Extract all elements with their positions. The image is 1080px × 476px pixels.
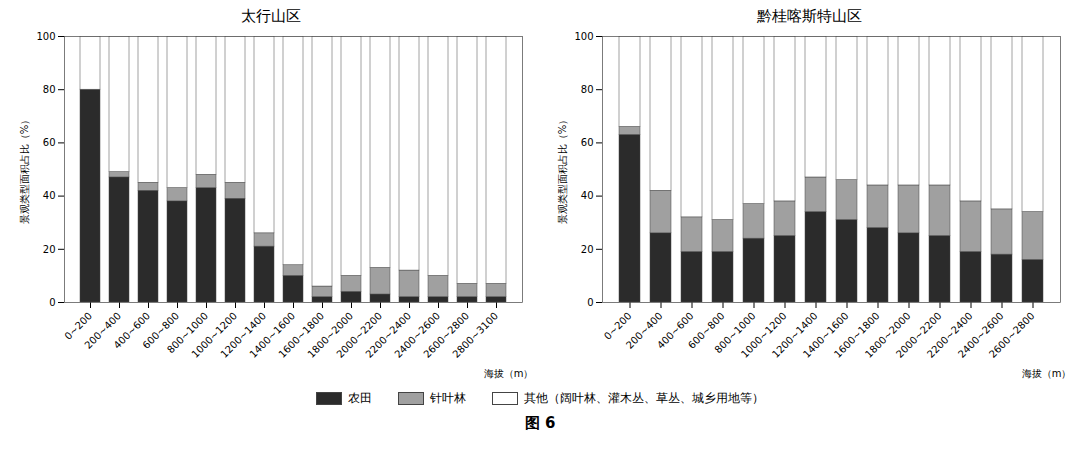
svg-text:1400~1600: 1400~1600 xyxy=(801,310,851,360)
svg-text:2400~2600: 2400~2600 xyxy=(392,310,443,360)
svg-text:0: 0 xyxy=(49,297,55,308)
svg-text:2600~2800: 2600~2800 xyxy=(987,310,1037,360)
svg-text:800~1000: 800~1000 xyxy=(165,310,211,356)
svg-text:0~200: 0~200 xyxy=(602,310,634,342)
svg-text:100: 100 xyxy=(574,31,593,42)
svg-text:2400~2600: 2400~2600 xyxy=(956,310,1006,360)
svg-text:2200~2400: 2200~2400 xyxy=(925,310,975,360)
svg-text:2000~2200: 2000~2200 xyxy=(334,310,385,360)
svg-text:2600~2800: 2600~2800 xyxy=(421,310,472,360)
svg-text:0: 0 xyxy=(587,297,593,308)
svg-text:60: 60 xyxy=(581,137,594,148)
svg-text:400~600: 400~600 xyxy=(111,310,153,351)
svg-text:60: 60 xyxy=(43,137,56,148)
html-text:图 6: 图 6 xyxy=(524,414,556,432)
svg-text:2000~2200: 2000~2200 xyxy=(894,310,944,360)
svg-text:100: 100 xyxy=(36,31,55,42)
svg-text:景观类型面积占比（%）: 景观类型面积占比（%） xyxy=(557,115,568,225)
svg-text:20: 20 xyxy=(581,244,594,255)
svg-text:景观类型面积占比（%）: 景观类型面积占比（%） xyxy=(19,115,30,225)
svg-text:0~200: 0~200 xyxy=(62,310,95,342)
svg-text:80: 80 xyxy=(43,84,56,95)
svg-text:200~400: 200~400 xyxy=(82,310,124,351)
svg-text:200~400: 200~400 xyxy=(624,310,665,351)
svg-text:400~600: 400~600 xyxy=(655,310,696,351)
svg-text:1200~1400: 1200~1400 xyxy=(218,310,269,360)
svg-text:800~1000: 800~1000 xyxy=(712,310,758,356)
svg-text:1800~2000: 1800~2000 xyxy=(305,310,356,360)
svg-text:40: 40 xyxy=(581,190,594,201)
svg-text:2800~3100: 2800~3100 xyxy=(450,310,500,360)
svg-text:1600~1800: 1600~1800 xyxy=(276,310,327,360)
svg-text:40: 40 xyxy=(43,190,56,201)
html-text:其他（阔叶林、灌木丛、草丛、城乡用地等）: 其他（阔叶林、灌木丛、草丛、城乡用地等） xyxy=(524,390,764,405)
svg-text:80: 80 xyxy=(581,84,594,95)
svg-text:1800~2000: 1800~2000 xyxy=(863,310,913,360)
svg-text:海拔（m）: 海拔（m） xyxy=(1022,368,1072,379)
svg-text:1200~1400: 1200~1400 xyxy=(770,310,820,360)
svg-text:20: 20 xyxy=(43,244,56,255)
html-text:太行山区: 太行山区 xyxy=(241,7,301,25)
svg-text:1000~1200: 1000~1200 xyxy=(189,310,240,360)
html-text:农田: 农田 xyxy=(348,390,372,405)
svg-text:2200~2400: 2200~2400 xyxy=(363,310,414,360)
svg-text:海拔（m）: 海拔（m） xyxy=(484,368,534,379)
svg-text:600~800: 600~800 xyxy=(140,310,182,351)
html-text:针叶林: 针叶林 xyxy=(430,390,466,405)
svg-text:1400~1600: 1400~1600 xyxy=(247,310,298,360)
svg-text:1600~1800: 1600~1800 xyxy=(832,310,882,360)
html-text:黔桂喀斯特山区: 黔桂喀斯特山区 xyxy=(756,7,862,25)
svg-text:600~800: 600~800 xyxy=(686,310,727,351)
svg-text:1000~1200: 1000~1200 xyxy=(739,310,789,360)
